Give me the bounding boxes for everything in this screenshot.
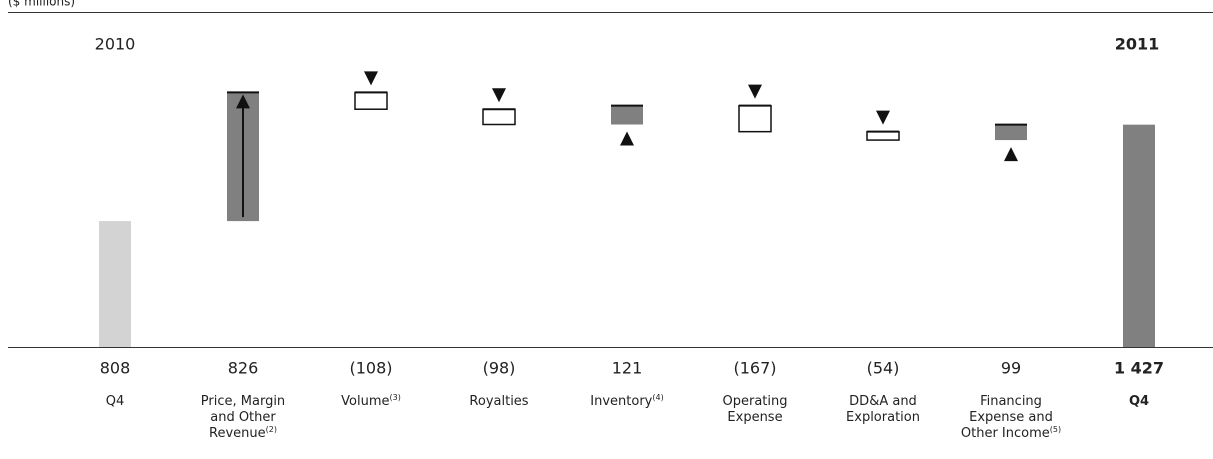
category-label: Inventory(4) — [572, 394, 682, 410]
category-text: Financing Expense and Other Income — [960, 394, 1053, 441]
category-text: Q4 — [1128, 394, 1150, 409]
bar — [995, 124, 1027, 141]
value-label: 826 — [228, 359, 259, 378]
bar — [611, 105, 643, 125]
category-text: Q4 — [105, 394, 125, 409]
category-label: Royalties — [444, 394, 554, 410]
category-text: Price, Margin and Other Revenue — [200, 394, 286, 441]
direction-arrow — [748, 84, 762, 99]
category-label: Q4 — [60, 394, 170, 410]
category-text: Operating Expense — [722, 394, 788, 425]
category-label: Operating Expense — [700, 394, 810, 426]
footnote-mark: (5) — [1049, 425, 1062, 434]
category-text: Volume — [341, 394, 390, 409]
direction-arrow — [876, 110, 890, 125]
bar — [354, 91, 388, 110]
start-period: 2010 — [95, 35, 136, 54]
value-label: 808 — [100, 359, 131, 378]
value-label: (108) — [349, 359, 392, 378]
bar — [482, 108, 516, 126]
value-label: (167) — [733, 359, 776, 378]
category-text: Inventory — [590, 394, 653, 409]
category-label: Volume(3) — [316, 394, 426, 410]
footnote-mark: (4) — [652, 393, 664, 402]
bar — [99, 221, 131, 347]
category-label: Q4 — [1084, 394, 1194, 410]
direction-arrow — [492, 88, 506, 103]
value-label: (54) — [867, 359, 900, 378]
unit-label: ($ millions) — [8, 0, 75, 9]
category-label: Financing Expense and Other Income(5) — [956, 394, 1066, 442]
value-label: 121 — [612, 359, 643, 378]
footnote-mark: (3) — [389, 393, 401, 402]
category-text: Royalties — [469, 394, 529, 409]
category-text: DD&A and Exploration — [846, 394, 920, 425]
bar — [866, 130, 900, 141]
direction-arrow — [620, 131, 634, 146]
footnote-mark: (2) — [265, 425, 277, 434]
category-label: Price, Margin and Other Revenue(2) — [188, 394, 298, 442]
end-period: 2011 — [1115, 35, 1160, 54]
value-label: 99 — [1001, 359, 1021, 378]
direction-arrow — [1004, 147, 1018, 162]
direction-arrow — [364, 71, 378, 86]
value-label: 1 427 — [1114, 359, 1164, 378]
direction-arrow — [236, 94, 250, 109]
category-label: DD&A and Exploration — [828, 394, 938, 426]
bar — [738, 104, 772, 133]
value-label: (98) — [483, 359, 516, 378]
bar — [1123, 124, 1155, 347]
